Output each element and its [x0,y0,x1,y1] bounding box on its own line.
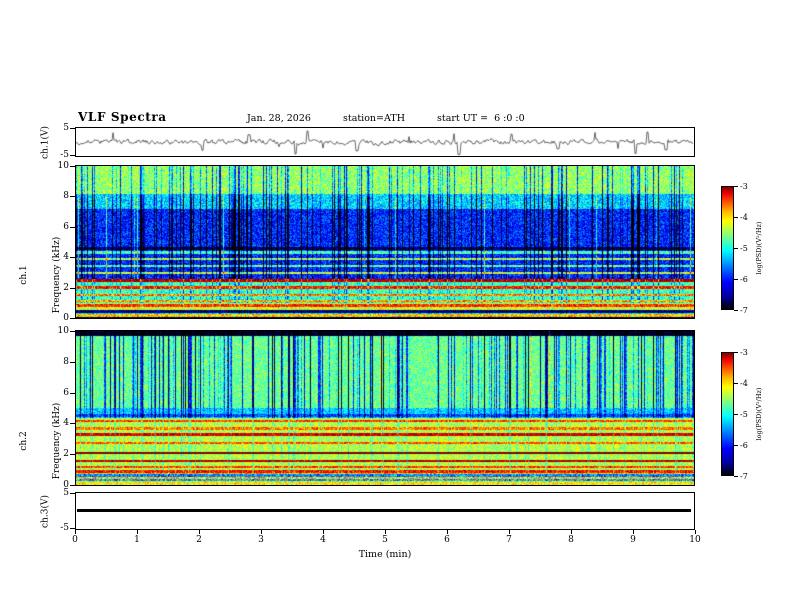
colorbar-ch1-label: log(PSD)(V²/Hz) [755,221,763,275]
colorbar-tick-label: -3 [740,182,748,191]
ch1-axis-channel-label: ch.1 [19,265,29,285]
freq-tick-label: 2 [63,283,69,293]
tick-mark [70,485,75,486]
tick-mark [734,414,738,415]
ch3-flat-trace [77,509,691,512]
tick-mark [75,530,76,534]
tick-mark [734,383,738,384]
tick-mark [447,530,448,534]
tick-mark [734,310,738,311]
time-axis-label: Time (min) [358,549,412,560]
tick-mark [734,279,738,280]
tick-mark [70,318,75,319]
colorbar-tick-label: -7 [740,472,748,481]
colorbar-tick-label: -6 [740,441,748,450]
tick-mark [734,248,738,249]
date-label: Jan. 28, 2026 [247,113,311,124]
colorbar-tick-label: -7 [740,306,748,315]
x-tick-label: 0 [72,535,78,545]
tick-mark [70,288,75,289]
freq-tick-label: 8 [63,191,69,201]
freq-tick-label: 4 [63,418,69,428]
tick-mark [70,257,75,258]
tick-mark [137,530,138,534]
ch1-spectrogram-ylabel: ch.1 Frequency (kHz) [0,215,85,335]
colorbar-ch1 [721,186,734,310]
tick-mark [199,530,200,534]
freq-tick-label: 10 [57,326,69,336]
tick-mark [734,352,738,353]
freq-tick-label: 4 [63,252,69,262]
volt-tick-label: -5 [60,523,69,533]
tick-mark [70,362,75,363]
ch1-spectrogram-panel [75,165,695,319]
figure-title: VLF Spectra [78,110,167,124]
tick-mark [509,530,510,534]
tick-mark [70,393,75,394]
x-tick-label: 1 [134,535,140,545]
volt-tick-label: 5 [63,123,69,133]
tick-mark [70,166,75,167]
freq-tick-label: 6 [63,222,69,232]
freq-tick-label: 8 [63,357,69,367]
freq-tick-label: 6 [63,388,69,398]
tick-mark [633,530,634,534]
freq-tick-label: 2 [63,449,69,459]
colorbar-ch2-label: log(PSD)(V²/Hz) [755,387,763,441]
tick-mark [70,331,75,332]
tick-mark [70,196,75,197]
tick-mark [70,128,75,129]
volt-tick-label: 5 [63,488,69,498]
tick-mark [261,530,262,534]
tick-mark [70,454,75,455]
tick-mark [70,423,75,424]
x-tick-label: 8 [568,535,574,545]
x-tick-label: 10 [689,535,701,545]
ch2-spectrogram-panel [75,330,695,486]
tick-mark [734,186,738,187]
colorbar-tick-label: -5 [740,244,748,253]
ch1-waveform-panel [75,127,695,157]
tick-mark [70,493,75,494]
tick-mark [70,155,75,156]
tick-mark [385,530,386,534]
colorbar-tick-label: -4 [740,213,748,222]
ch2-spectrogram-canvas [76,331,694,485]
tick-mark [70,528,75,529]
start-ut-label: start UT = 6 :0 :0 [437,113,525,124]
x-tick-label: 9 [630,535,636,545]
freq-tick-label: 10 [57,161,69,171]
colorbar-ch2 [721,352,734,476]
x-tick-label: 2 [196,535,202,545]
freq-tick-label: 0 [63,480,69,490]
tick-mark [323,530,324,534]
x-tick-label: 4 [320,535,326,545]
tick-mark [695,530,696,534]
colorbar-tick-label: -4 [740,379,748,388]
volt-tick-label: -5 [60,150,69,160]
x-tick-label: 6 [444,535,450,545]
x-tick-label: 7 [506,535,512,545]
freq-tick-label: 0 [63,313,69,323]
tick-mark [571,530,572,534]
ch1-waveform-canvas [76,128,694,156]
tick-mark [70,227,75,228]
colorbar-tick-label: -5 [740,410,748,419]
tick-mark [734,217,738,218]
ch1-spectrogram-canvas [76,166,694,318]
station-label: station=ATH [343,113,405,124]
tick-mark [734,476,738,477]
x-tick-label: 5 [382,535,388,545]
colorbar-tick-label: -3 [740,348,748,357]
colorbar-tick-label: -6 [740,275,748,284]
ch2-axis-channel-label: ch.2 [19,431,29,451]
tick-mark [734,445,738,446]
x-tick-label: 3 [258,535,264,545]
